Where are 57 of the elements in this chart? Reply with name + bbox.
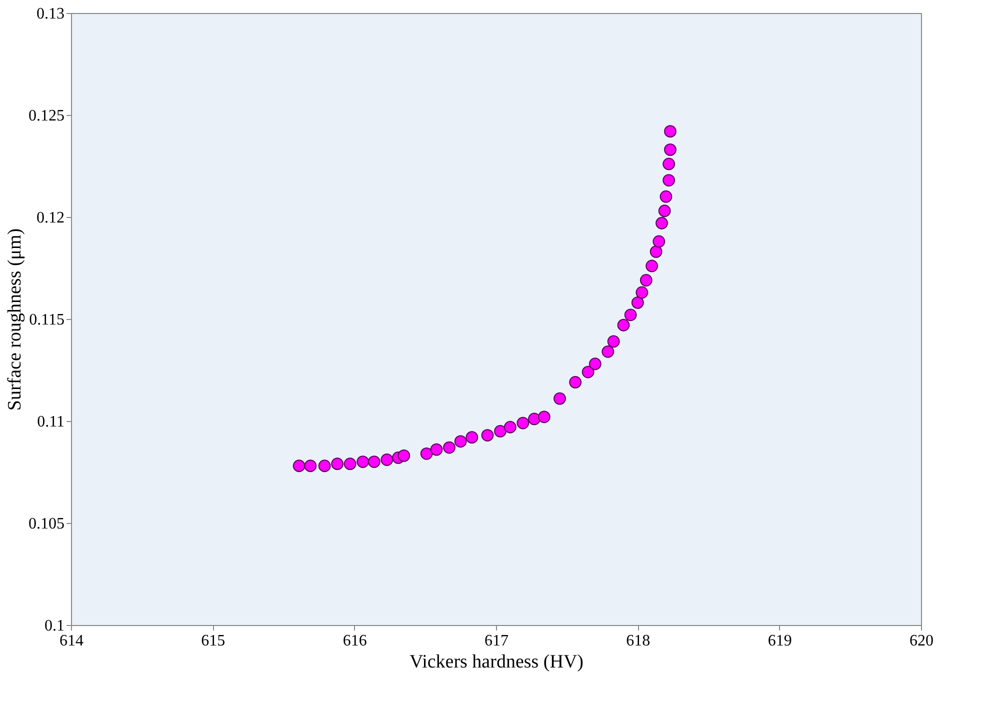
point bbox=[292, 460, 306, 472]
point bbox=[662, 158, 676, 170]
x-tick-label: 618 bbox=[626, 632, 650, 650]
point bbox=[636, 286, 648, 299]
y-tick-label: 0.125 bbox=[28, 108, 64, 124]
point bbox=[602, 345, 614, 358]
point bbox=[356, 456, 370, 468]
point bbox=[624, 308, 637, 322]
y-tick-label: 0.1 bbox=[44, 618, 64, 634]
x-tick-label: 616 bbox=[342, 632, 367, 650]
point bbox=[588, 358, 602, 370]
y-axis-title: Surface roughness (μm) bbox=[4, 228, 26, 411]
point bbox=[582, 366, 594, 378]
point bbox=[662, 174, 676, 186]
point bbox=[656, 216, 668, 230]
y-tick-label: 0.115 bbox=[29, 312, 64, 328]
point bbox=[481, 429, 494, 442]
point bbox=[650, 245, 662, 258]
point bbox=[380, 454, 394, 466]
point bbox=[660, 190, 672, 203]
point bbox=[646, 260, 658, 272]
point bbox=[617, 318, 630, 332]
point bbox=[430, 443, 443, 456]
y-tick-label: 0.11 bbox=[37, 414, 64, 430]
x-tick-label: 615 bbox=[201, 632, 226, 650]
point bbox=[331, 458, 344, 470]
point bbox=[304, 460, 317, 472]
point bbox=[607, 335, 620, 348]
x-tick-label: 619 bbox=[768, 632, 792, 650]
point bbox=[344, 458, 356, 470]
y-tick-label: 0.13 bbox=[36, 6, 64, 22]
point bbox=[631, 296, 644, 309]
point bbox=[658, 204, 671, 218]
y-tick-label: 0.12 bbox=[36, 210, 64, 226]
x-tick-label: 614 bbox=[60, 632, 84, 650]
point bbox=[516, 416, 530, 430]
point bbox=[466, 431, 478, 444]
point bbox=[569, 376, 582, 388]
point bbox=[443, 441, 456, 454]
point bbox=[554, 392, 566, 405]
point bbox=[318, 460, 331, 472]
point bbox=[494, 425, 506, 438]
point bbox=[528, 412, 540, 426]
point bbox=[454, 435, 467, 448]
point bbox=[368, 456, 380, 468]
point bbox=[652, 235, 666, 248]
point bbox=[538, 410, 550, 424]
x-axis-title: Vickers hardness (HV) bbox=[409, 652, 584, 672]
point bbox=[664, 143, 676, 156]
y-tick-label: 0.105 bbox=[28, 516, 64, 532]
x-tick-label: 617 bbox=[484, 632, 508, 650]
point bbox=[398, 449, 410, 462]
x-tick-label: 620 bbox=[910, 632, 934, 650]
point bbox=[664, 125, 676, 138]
point bbox=[504, 420, 516, 434]
point bbox=[420, 447, 433, 460]
point bbox=[640, 274, 652, 286]
